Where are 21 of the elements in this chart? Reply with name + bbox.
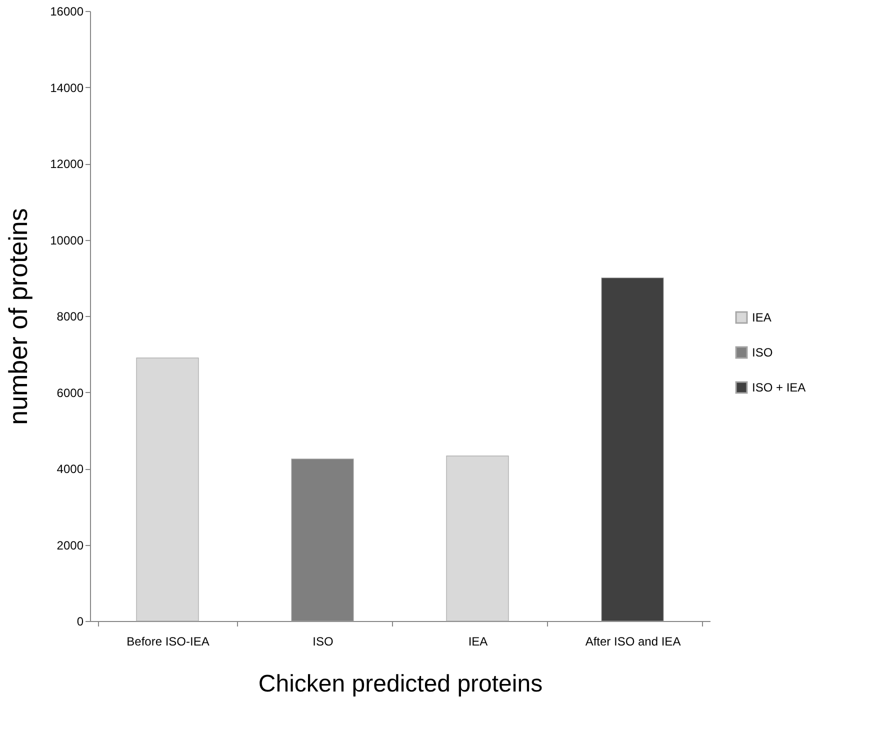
y-axis-title: number of proteins — [3, 208, 34, 425]
x-tick-label: After ISO and IEA — [585, 634, 681, 648]
bar — [601, 278, 664, 622]
legend-label: ISO — [752, 346, 773, 360]
y-tick-label: 0 — [76, 614, 84, 628]
y-tick-label: 4000 — [56, 462, 84, 476]
x-tick-label: Before ISO-IEA — [126, 634, 210, 648]
y-tick-label: 2000 — [56, 538, 84, 552]
bar — [136, 358, 199, 622]
y-tick-label: 12000 — [50, 157, 84, 171]
x-tick-label: IEA — [468, 634, 488, 648]
x-axis-title: Chicken predicted proteins — [258, 670, 543, 698]
y-tick-label: 6000 — [56, 386, 84, 400]
legend-label: IEA — [752, 310, 772, 324]
y-tick-label: 14000 — [50, 80, 84, 95]
y-tick-label: 10000 — [50, 233, 84, 248]
legend-label: ISO + IEA — [752, 380, 806, 394]
y-tick-label: 8000 — [56, 310, 84, 324]
bar — [446, 456, 509, 622]
y-tick-label: 16000 — [50, 4, 84, 18]
x-tick-label: ISO — [312, 634, 334, 648]
